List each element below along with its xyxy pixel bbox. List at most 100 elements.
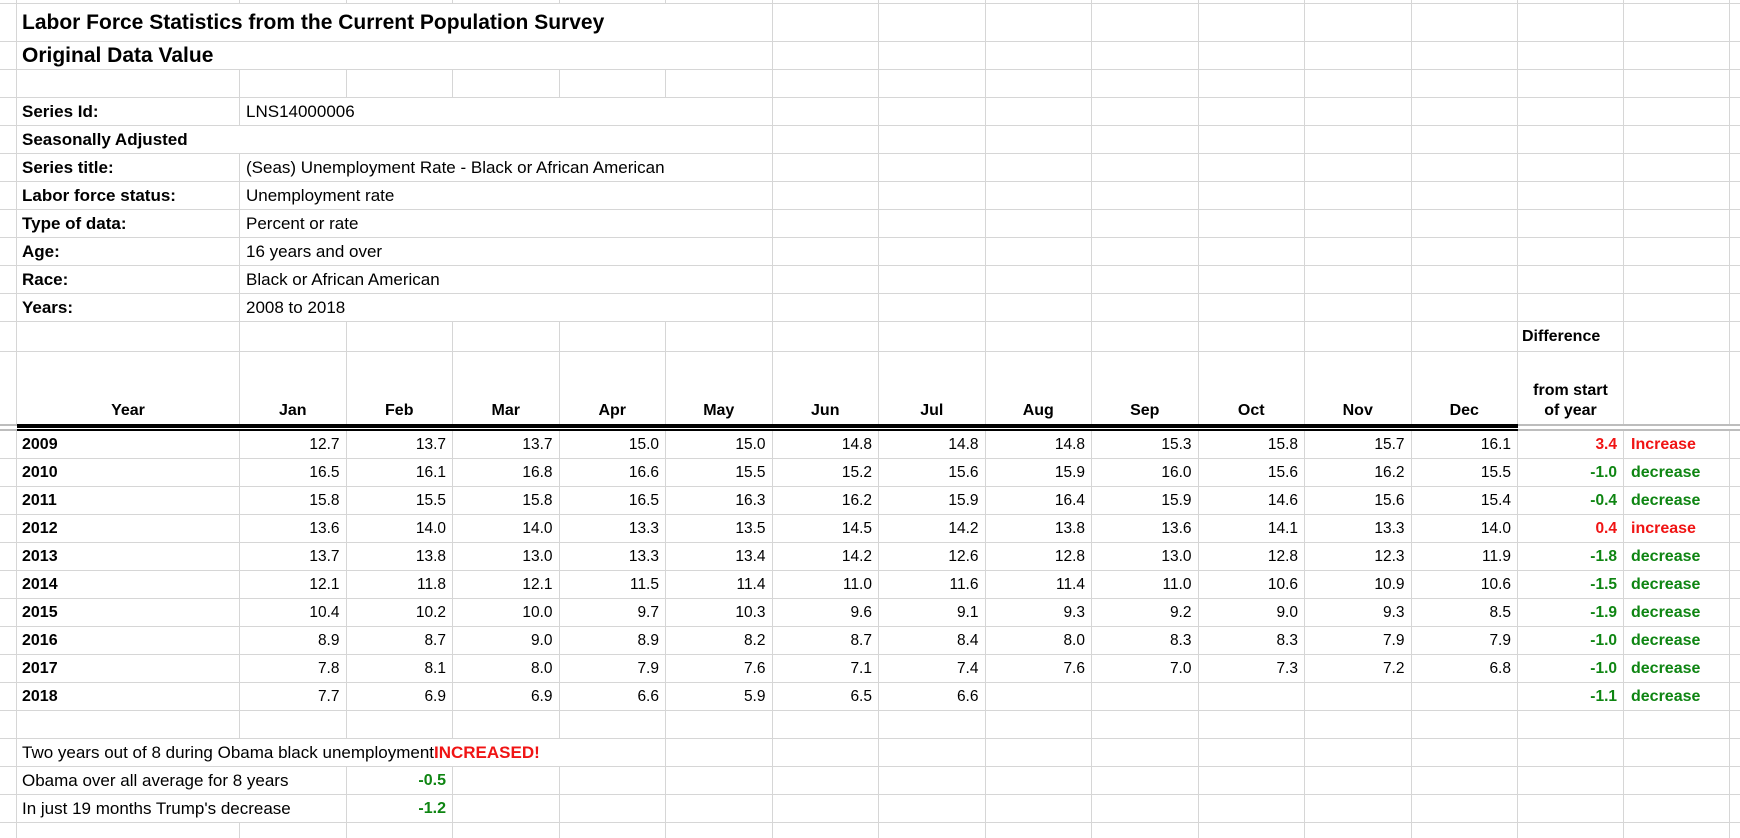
diff-cell[interactable]: -0.4 (1518, 487, 1624, 514)
value-cell[interactable]: 15.6 (879, 459, 986, 486)
value-cell[interactable]: 12.8 (986, 543, 1092, 570)
meta-value[interactable]: LNS14000006 (240, 98, 773, 125)
value-cell[interactable]: 10.4 (240, 599, 347, 626)
value-cell[interactable]: 13.7 (347, 431, 453, 458)
month-header[interactable]: Oct (1199, 352, 1305, 424)
meta-value[interactable]: Unemployment rate (240, 182, 773, 209)
value-cell[interactable]: 6.6 (879, 683, 986, 710)
value-cell[interactable]: 9.3 (1305, 599, 1412, 626)
value-cell[interactable]: 9.0 (1199, 599, 1305, 626)
year-cell[interactable]: 2013 (17, 543, 240, 570)
value-cell[interactable]: 15.8 (453, 487, 560, 514)
value-cell[interactable]: 14.8 (986, 431, 1092, 458)
value-cell[interactable] (1305, 683, 1412, 710)
diff-cell[interactable]: -1.0 (1518, 459, 1624, 486)
value-cell[interactable]: 13.3 (560, 515, 666, 542)
value-cell[interactable]: 7.9 (560, 655, 666, 682)
value-cell[interactable]: 8.2 (666, 627, 773, 654)
diff-cell[interactable]: -1.9 (1518, 599, 1624, 626)
difference-subheader[interactable]: from start of year (1518, 352, 1624, 424)
meta-value[interactable]: Percent or rate (240, 210, 773, 237)
meta-label[interactable]: Type of data: (17, 210, 240, 237)
trend-cell[interactable]: decrease (1624, 571, 1730, 598)
year-cell[interactable]: 2018 (17, 683, 240, 710)
value-cell[interactable]: 15.6 (1305, 487, 1412, 514)
value-cell[interactable]: 15.8 (1199, 431, 1305, 458)
value-cell[interactable]: 15.3 (1092, 431, 1199, 458)
value-cell[interactable]: 5.9 (666, 683, 773, 710)
value-cell[interactable]: 15.9 (986, 459, 1092, 486)
month-header[interactable]: Feb (347, 352, 453, 424)
trend-cell[interactable]: decrease (1624, 627, 1730, 654)
value-cell[interactable] (1092, 683, 1199, 710)
diff-cell[interactable]: -1.5 (1518, 571, 1624, 598)
value-cell[interactable]: 9.3 (986, 599, 1092, 626)
value-cell[interactable]: 13.3 (1305, 515, 1412, 542)
value-cell[interactable]: 12.6 (879, 543, 986, 570)
meta-label[interactable]: Years: (17, 294, 240, 321)
year-cell[interactable]: 2017 (17, 655, 240, 682)
value-cell[interactable]: 8.0 (986, 627, 1092, 654)
value-cell[interactable]: 15.6 (1199, 459, 1305, 486)
value-cell[interactable]: 6.5 (773, 683, 879, 710)
value-cell[interactable]: 13.6 (240, 515, 347, 542)
value-cell[interactable]: 9.6 (773, 599, 879, 626)
meta-value[interactable]: 16 years and over (240, 238, 773, 265)
value-cell[interactable]: 14.8 (879, 431, 986, 458)
value-cell[interactable]: 10.2 (347, 599, 453, 626)
value-cell[interactable]: 9.2 (1092, 599, 1199, 626)
trend-cell[interactable]: decrease (1624, 655, 1730, 682)
value-cell[interactable]: 10.6 (1199, 571, 1305, 598)
diff-cell[interactable]: -1.8 (1518, 543, 1624, 570)
value-cell[interactable]: 15.7 (1305, 431, 1412, 458)
value-cell[interactable]: 15.0 (666, 431, 773, 458)
month-header[interactable]: Dec (1412, 352, 1518, 424)
meta-label[interactable]: Series title: (17, 154, 240, 181)
year-cell[interactable]: 2016 (17, 627, 240, 654)
trend-cell[interactable]: Increase (1624, 431, 1730, 458)
value-cell[interactable]: 12.1 (453, 571, 560, 598)
meta-value[interactable]: 2008 to 2018 (240, 294, 773, 321)
value-cell[interactable]: 13.7 (453, 431, 560, 458)
value-cell[interactable]: 16.5 (560, 487, 666, 514)
value-cell[interactable]: 11.5 (560, 571, 666, 598)
value-cell[interactable] (1199, 683, 1305, 710)
trend-cell[interactable]: increase (1624, 515, 1730, 542)
month-header[interactable]: Nov (1305, 352, 1412, 424)
value-cell[interactable]: 15.9 (1092, 487, 1199, 514)
note-summary[interactable]: Two years out of 8 during Obama black un… (17, 739, 666, 766)
month-header[interactable]: Aug (986, 352, 1092, 424)
value-cell[interactable]: 15.5 (666, 459, 773, 486)
value-cell[interactable]: 7.3 (1199, 655, 1305, 682)
value-cell[interactable]: 14.0 (1412, 515, 1518, 542)
value-cell[interactable]: 7.7 (240, 683, 347, 710)
year-cell[interactable]: 2009 (17, 431, 240, 458)
difference-header[interactable]: Difference (1518, 322, 1624, 351)
value-cell[interactable]: 7.6 (666, 655, 773, 682)
value-cell[interactable]: 7.4 (879, 655, 986, 682)
value-cell[interactable] (1412, 683, 1518, 710)
year-header-cell[interactable]: Year (17, 352, 240, 424)
value-cell[interactable]: 14.2 (773, 543, 879, 570)
value-cell[interactable]: 6.9 (347, 683, 453, 710)
value-cell[interactable]: 8.9 (240, 627, 347, 654)
value-cell[interactable]: 15.9 (879, 487, 986, 514)
meta-label[interactable]: Labor force status: (17, 182, 240, 209)
year-cell[interactable]: 2010 (17, 459, 240, 486)
subtitle-cell[interactable]: Original Data Value (17, 42, 773, 69)
value-cell[interactable]: 8.4 (879, 627, 986, 654)
meta-value[interactable]: (Seas) Unemployment Rate - Black or Afri… (240, 154, 773, 181)
value-cell[interactable]: 10.9 (1305, 571, 1412, 598)
value-cell[interactable]: 9.7 (560, 599, 666, 626)
value-cell[interactable]: 8.3 (1199, 627, 1305, 654)
note-obama-value[interactable]: -0.5 (347, 767, 453, 794)
value-cell[interactable]: 6.8 (1412, 655, 1518, 682)
value-cell[interactable]: 8.5 (1412, 599, 1518, 626)
value-cell[interactable]: 15.5 (1412, 459, 1518, 486)
meta-label[interactable]: Seasonally Adjusted (17, 126, 773, 153)
value-cell[interactable]: 15.0 (560, 431, 666, 458)
value-cell[interactable]: 13.0 (1092, 543, 1199, 570)
value-cell[interactable]: 8.7 (773, 627, 879, 654)
value-cell[interactable]: 16.0 (1092, 459, 1199, 486)
value-cell[interactable]: 13.3 (560, 543, 666, 570)
